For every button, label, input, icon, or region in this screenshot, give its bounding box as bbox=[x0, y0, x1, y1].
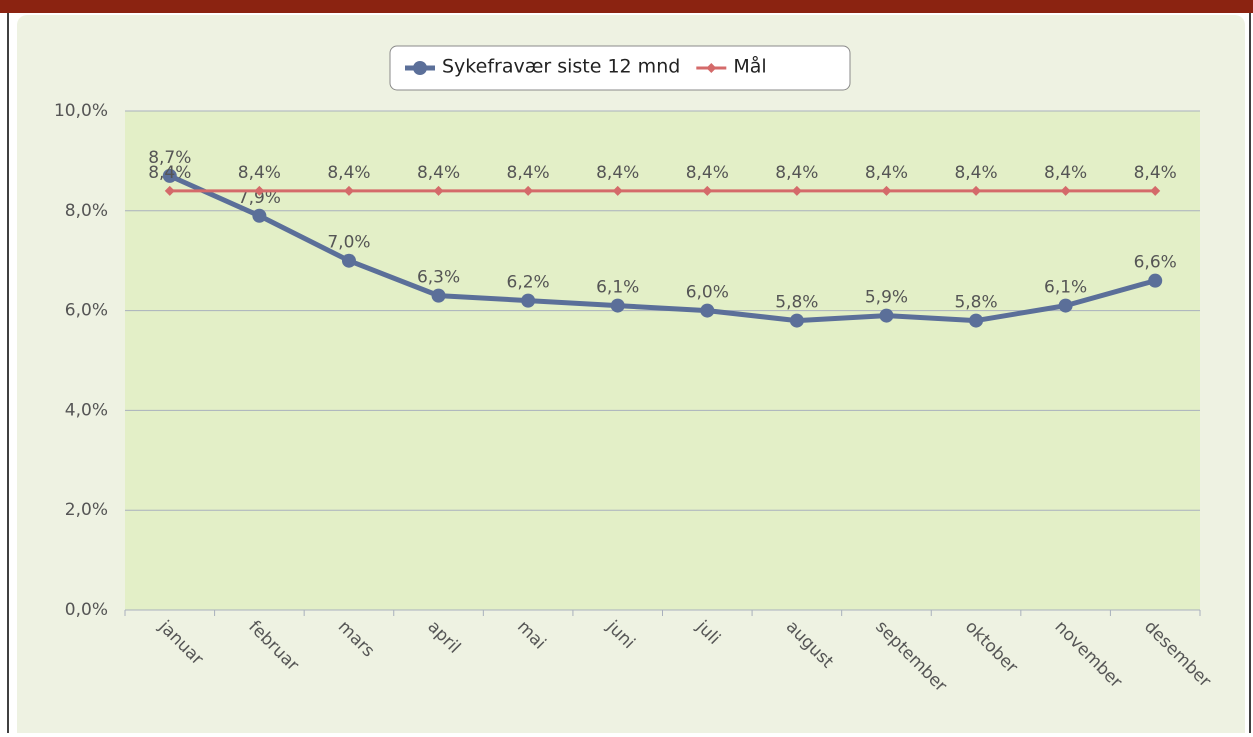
point bbox=[1150, 185, 1161, 196]
data-label: 6,2% bbox=[507, 273, 550, 293]
y-tick-label: 10,0% bbox=[54, 101, 108, 121]
point bbox=[700, 303, 715, 318]
point bbox=[610, 298, 625, 313]
header-bar bbox=[0, 0, 1253, 13]
data-label: 5,8% bbox=[954, 293, 997, 313]
legend-label: Mål bbox=[733, 55, 766, 78]
data-label: 8,4% bbox=[148, 163, 191, 183]
data-label: 8,4% bbox=[775, 163, 818, 183]
data-label: 8,4% bbox=[1044, 163, 1087, 183]
point bbox=[431, 288, 446, 303]
legend bbox=[389, 45, 851, 91]
point bbox=[433, 185, 444, 196]
point bbox=[791, 185, 802, 196]
point bbox=[879, 308, 894, 323]
legend-label: Sykefravær siste 12 mnd bbox=[442, 56, 680, 78]
data-label: 8,7% bbox=[148, 148, 191, 168]
data-label: 8,4% bbox=[954, 163, 997, 183]
point bbox=[164, 185, 175, 196]
legend-marker bbox=[413, 61, 427, 75]
data-label: 6,3% bbox=[417, 268, 460, 288]
point bbox=[881, 185, 892, 196]
legend-marker bbox=[706, 63, 717, 73]
point bbox=[252, 208, 267, 223]
point bbox=[343, 185, 354, 196]
point bbox=[702, 185, 713, 196]
data-label: 8,4% bbox=[417, 163, 460, 183]
y-tick-label: 8,0% bbox=[65, 201, 108, 221]
data-label: 5,8% bbox=[775, 293, 818, 313]
data-label: 6,6% bbox=[1134, 253, 1177, 273]
data-label: 8,4% bbox=[507, 163, 550, 183]
point bbox=[162, 168, 177, 183]
data-label: 7,9% bbox=[238, 188, 281, 208]
data-label: 6,1% bbox=[1044, 278, 1087, 298]
point bbox=[971, 185, 982, 196]
data-label: 8,4% bbox=[1134, 163, 1177, 183]
data-label: 8,4% bbox=[327, 163, 370, 183]
plot-area bbox=[125, 111, 1200, 610]
point bbox=[1148, 273, 1163, 288]
point bbox=[521, 293, 536, 308]
data-label: 5,9% bbox=[865, 288, 908, 308]
point bbox=[1058, 298, 1073, 313]
point bbox=[969, 313, 984, 328]
series-line bbox=[168, 173, 1156, 324]
point bbox=[612, 185, 623, 196]
data-label: 8,4% bbox=[238, 163, 281, 183]
data-label: 8,4% bbox=[596, 163, 639, 183]
data-label: 8,4% bbox=[865, 163, 908, 183]
y-tick-label: 6,0% bbox=[65, 301, 108, 321]
y-tick-label: 2,0% bbox=[65, 500, 108, 520]
y-tick-label: 4,0% bbox=[65, 400, 108, 420]
data-label: 7,0% bbox=[327, 233, 370, 253]
point bbox=[341, 253, 356, 268]
point bbox=[1060, 185, 1071, 196]
data-label: 6,0% bbox=[686, 283, 729, 303]
point bbox=[254, 185, 265, 196]
data-label: 8,4% bbox=[686, 163, 729, 183]
y-tick-label: 0,0% bbox=[65, 600, 108, 620]
point bbox=[789, 313, 804, 328]
data-label: 6,1% bbox=[596, 278, 639, 298]
point bbox=[523, 185, 534, 196]
